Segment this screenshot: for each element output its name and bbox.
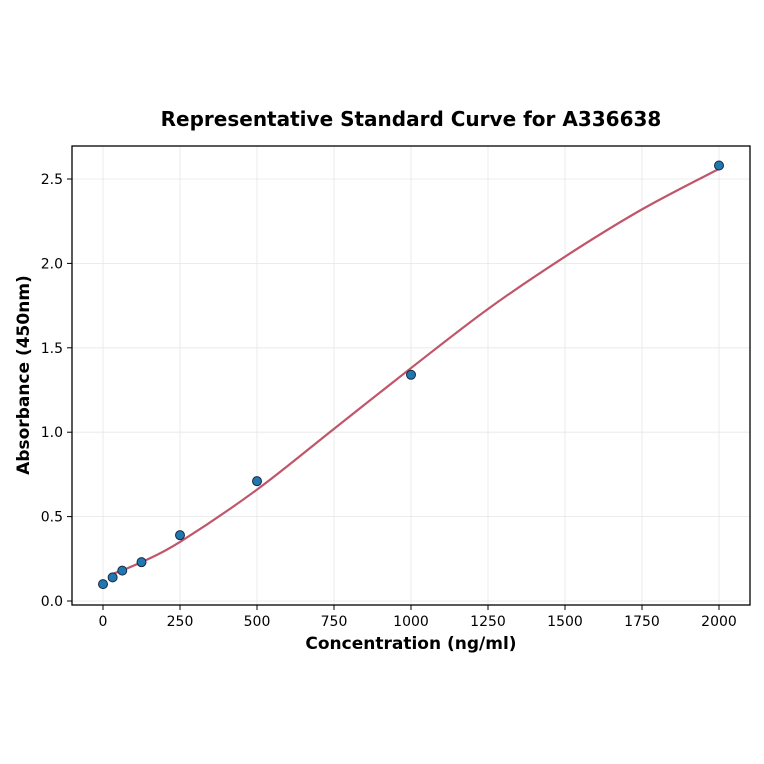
data-point [406, 369, 416, 380]
y-tick-label: 2.0 [41, 256, 63, 272]
x-axis-ticks: 0 250 500 750 1000 1250 1500 1750 2000 [99, 605, 737, 630]
y-tick-label: 0.5 [41, 510, 63, 526]
y-tick-label: 2.5 [41, 172, 63, 188]
y-tick-label: 0.0 [41, 594, 63, 610]
y-axis-ticks: 0.0 0.5 1.0 1.5 2.0 2.5 [41, 172, 72, 610]
data-point [175, 530, 185, 541]
x-tick-label: 1250 [470, 614, 506, 630]
y-axis-label: Absorbance (450nm) [14, 275, 34, 475]
data-point [107, 572, 118, 583]
x-tick-label: 750 [321, 614, 348, 630]
x-tick-label: 1000 [393, 614, 429, 630]
x-tick-label: 1750 [624, 614, 660, 630]
fit-curve [112, 167, 720, 576]
x-tick-label: 2000 [701, 614, 737, 630]
data-points [98, 160, 724, 590]
data-point [252, 476, 262, 487]
data-point [98, 579, 108, 590]
x-tick-label: 1500 [547, 614, 583, 630]
data-point [136, 557, 147, 568]
data-point [714, 160, 724, 171]
y-tick-label: 1.5 [41, 341, 63, 357]
x-axis-label: Concentration (ng/ml) [305, 634, 516, 654]
y-tick-label: 1.0 [41, 425, 63, 441]
x-tick-label: 0 [99, 614, 108, 630]
x-tick-label: 250 [167, 614, 194, 630]
chart-title: Representative Standard Curve for A33663… [161, 107, 662, 131]
fit-curve-group [112, 167, 720, 576]
data-point [117, 565, 128, 576]
x-tick-label: 500 [244, 614, 271, 630]
